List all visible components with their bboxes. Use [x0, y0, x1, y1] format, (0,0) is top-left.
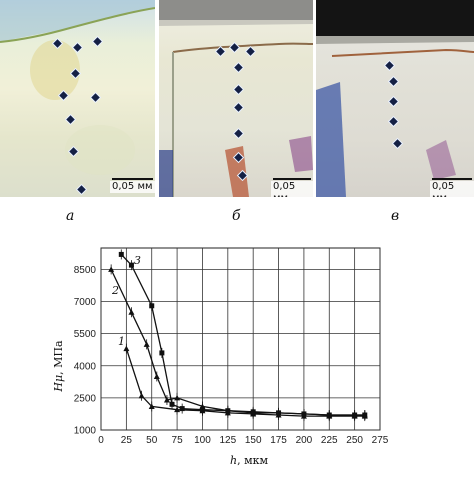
x-tick-label: 0 [98, 435, 104, 446]
series-3-label: 3 [134, 254, 141, 267]
series-3-point [199, 407, 205, 413]
x-tick-label: 100 [194, 435, 211, 446]
x-axis-label-symbol: h [230, 454, 237, 467]
series-2-point [143, 341, 150, 347]
series-3-point [250, 409, 256, 415]
micrograph-c-texture [316, 0, 474, 197]
panel-letter-a: а [66, 208, 75, 224]
series-2-point [108, 266, 115, 272]
series-3-point [301, 411, 307, 417]
micrograph-a-texture [0, 0, 155, 196]
series-3-point [149, 303, 155, 309]
hardness-chart: 0 25 50 75 100 125 150 175 200 225 250 275 1000 2500 4… [0, 238, 474, 474]
scale-bar-c: 0,05 мм [430, 178, 474, 197]
scale-bar-a: 0,05 мм [110, 178, 155, 193]
x-axis-label-unit: , мкм [237, 454, 268, 467]
series-1-point [138, 392, 145, 399]
x-tick-label: 50 [146, 435, 158, 446]
y-tick-label: 5500 [74, 329, 97, 340]
y-tick-label: 8500 [74, 265, 97, 276]
series-3-point [326, 412, 332, 418]
x-tick-label: 75 [172, 435, 184, 446]
panel-letter-b: б [232, 208, 241, 224]
x-tick-label: 250 [346, 435, 363, 446]
series-2-point [153, 373, 160, 379]
x-tick-label: 25 [121, 435, 133, 446]
series-2-label: 2 [111, 284, 119, 297]
micrograph-b: 0,05 мм [159, 0, 313, 197]
x-tick-label: 200 [296, 435, 313, 446]
y-tick-label: 2500 [74, 393, 97, 404]
y-tick-label: 4000 [74, 361, 97, 372]
series-3-line [120, 253, 365, 416]
series-1-point [174, 406, 181, 413]
x-tick-label: 275 [372, 435, 389, 446]
y-axis-label-symbol: Hμ [52, 375, 65, 393]
series-3-point [225, 408, 231, 414]
series-3-point [352, 412, 358, 418]
plot-frame [100, 247, 381, 431]
series-1-label: 1 [118, 335, 125, 348]
x-tick-label: 150 [245, 435, 262, 446]
series-1-point [148, 403, 155, 409]
micrograph-a: 0,05 мм [0, 0, 155, 197]
x-axis-label: h, мкм [230, 454, 269, 467]
x-tick-label: 225 [321, 435, 338, 446]
chart-grid [100, 247, 381, 431]
series-2-point [174, 394, 181, 401]
x-tick-label: 125 [219, 435, 236, 446]
series-3-point [179, 406, 185, 412]
series-1-point [123, 345, 130, 352]
series-3-point [128, 262, 134, 268]
series-1-line [125, 348, 365, 417]
series-3-point [276, 410, 282, 416]
series-3-point [362, 412, 368, 418]
y-axis-label-unit: , МПа [52, 340, 65, 375]
scale-bar-b: 0,05 мм [271, 178, 313, 197]
series-2-line [110, 269, 365, 416]
y-tick-label: 7000 [74, 297, 97, 308]
hardness-chart-svg: 0 25 50 75 100 125 150 175 200 225 250 275 1000 2500 4… [52, 247, 389, 467]
y-tick-label: 1000 [74, 426, 97, 437]
panel-letter-c: в [391, 208, 400, 224]
y-axis-label: Hμ, МПа [52, 340, 65, 393]
series-3-point [118, 251, 124, 257]
chart-tick-labels: 0 25 50 75 100 125 150 175 200 225 250 275 1000 2500 4… [74, 265, 389, 446]
micrograph-b-texture [159, 0, 313, 197]
micrograph-c: 0,05 мм [316, 0, 474, 197]
series-3-point [169, 401, 175, 407]
series-3-point [159, 350, 165, 356]
chart-series: 1 2 3 [108, 249, 368, 422]
series-2-point [128, 309, 135, 315]
series-2-point [163, 397, 170, 403]
x-tick-label: 175 [270, 435, 287, 446]
